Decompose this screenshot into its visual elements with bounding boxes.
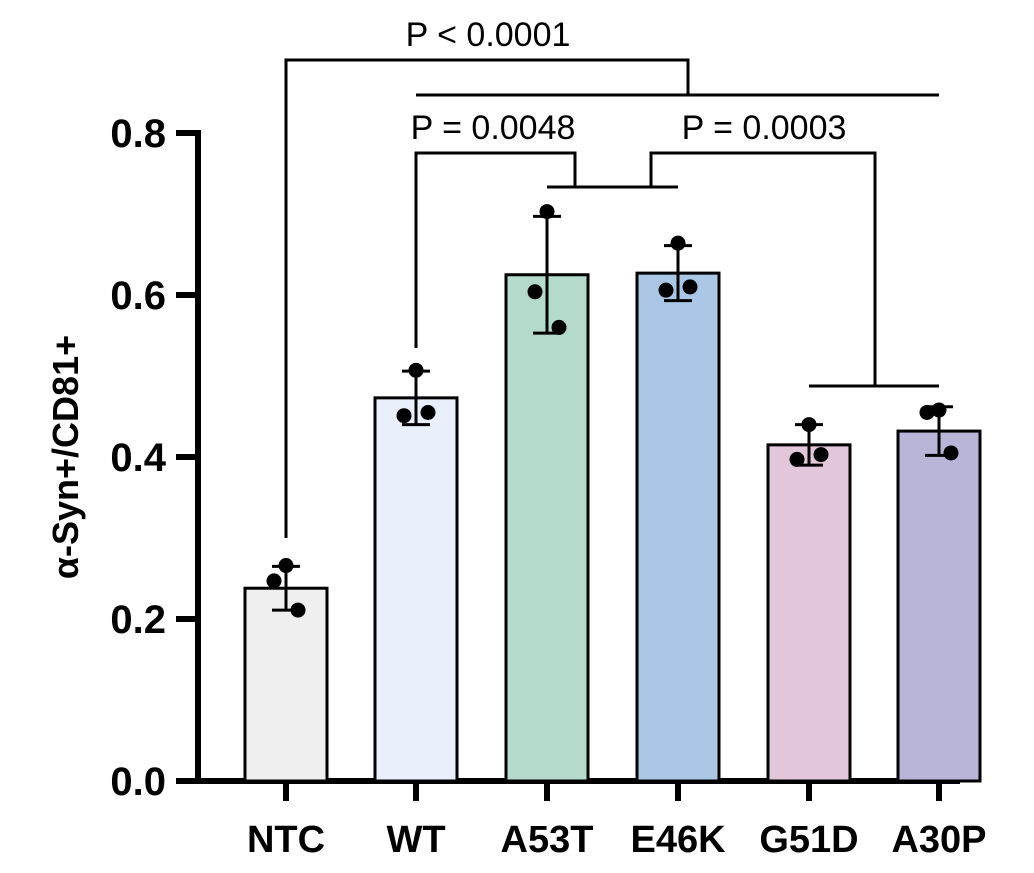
x-tick-label: E46K <box>630 819 726 861</box>
bar <box>635 271 721 783</box>
bar <box>504 273 590 783</box>
data-point <box>931 402 947 418</box>
y-tick-label: 0.4 <box>110 436 166 480</box>
data-point <box>813 447 829 463</box>
data-point <box>551 319 567 335</box>
data-point <box>396 408 412 424</box>
y-tick-label: 0.6 <box>110 274 166 318</box>
y-axis-title: α-Syn+/CD81+ <box>45 335 86 579</box>
comparison-label-a53t-e46k-vs-g51d-a30p: P = 0.0003 <box>682 109 847 147</box>
data-point <box>290 602 306 618</box>
comparison-label-wt-vs-a53t-e46k: P = 0.0048 <box>411 109 576 147</box>
bar <box>243 586 329 783</box>
data-point <box>658 282 674 298</box>
data-point <box>801 417 817 433</box>
x-tick-label: NTC <box>247 819 325 861</box>
y-tick-label: 0.0 <box>110 760 166 804</box>
data-point <box>943 445 959 461</box>
data-point <box>919 404 935 420</box>
data-point <box>278 558 294 574</box>
data-point <box>539 204 555 220</box>
bar <box>373 396 459 783</box>
x-tick-label: G51D <box>759 819 858 861</box>
comparison-label-ntc-vs-mutants: P < 0.0001 <box>406 16 571 54</box>
data-point <box>420 404 436 420</box>
bar <box>896 429 982 783</box>
significance-bracket <box>284 58 690 538</box>
data-point <box>682 279 698 295</box>
x-tick-label: A53T <box>501 819 594 861</box>
y-tick-label: 0.2 <box>110 598 166 642</box>
data-point <box>789 451 805 467</box>
bar <box>766 443 852 783</box>
data-point <box>408 362 424 378</box>
x-tick-label: WT <box>386 819 445 861</box>
significance-bracket <box>414 151 577 348</box>
data-point <box>670 235 686 251</box>
data-point <box>527 284 543 300</box>
y-tick-label: 0.8 <box>110 112 166 156</box>
data-point <box>266 573 282 589</box>
x-tick-label: A30P <box>891 819 986 861</box>
significance-bracket <box>649 151 877 386</box>
